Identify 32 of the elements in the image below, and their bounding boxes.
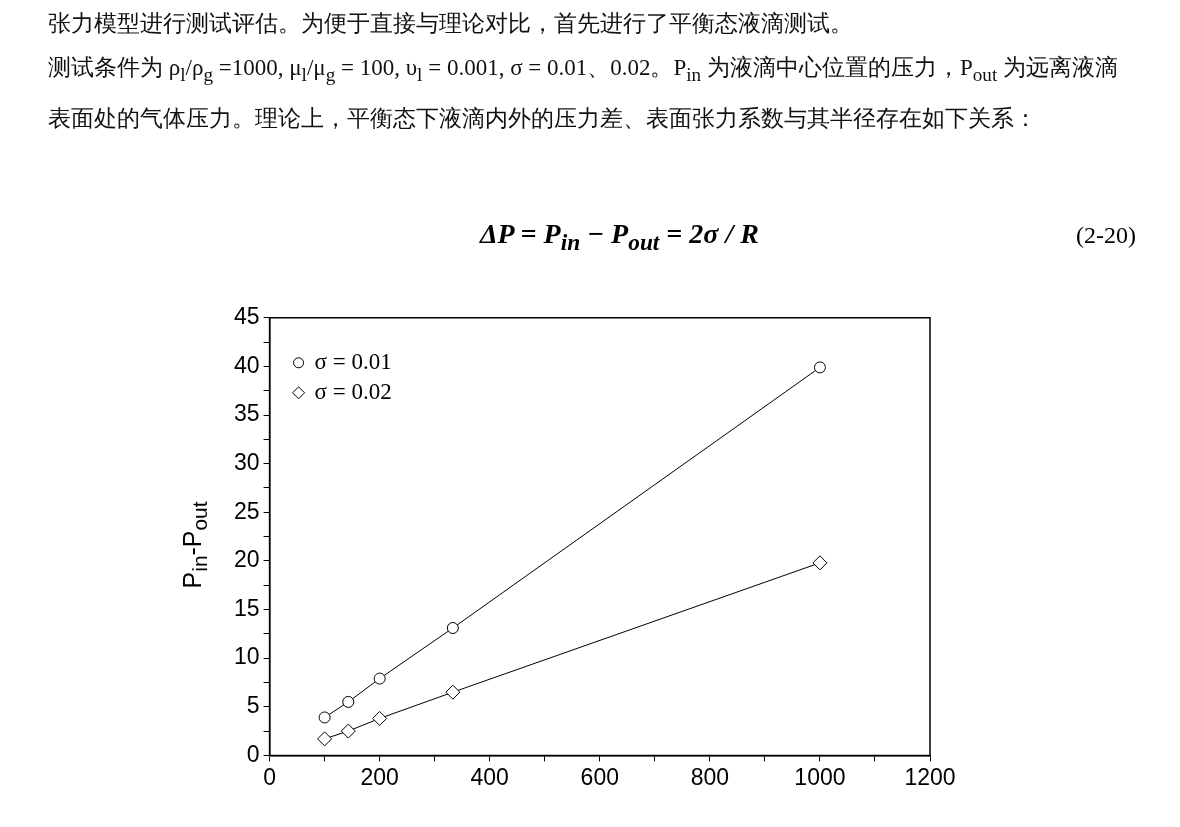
text: (2-20) [1076,222,1136,249]
legend-label: σ = 0.01 [314,348,392,374]
point [317,731,333,747]
point [446,622,459,635]
y-tick-label: 25 [233,497,260,524]
point [342,695,355,708]
text: 测试条件为 ρ$_{l}$/ρ$_{g}$ =1000, μ$_{l}$/μ$_{g}$ = 100, υ$_{l}$ = 0.001, σ = 0.01、0.02。P$_{in}$ 为液滴中心位置的压力，P$_{out}$ 为远离液滴表面处的气体压力。理论上，平衡态下液滴内外的压力差、表面张力系数与其半径存在如下关系： [48,55,1118,131]
x-tick-label: 1000 [794,763,846,790]
y-tick-label: 40 [233,351,260,378]
y-tick-label: 35 [233,400,260,427]
point [373,672,386,685]
text: ΔP = P$_{in}$ − P$_{out}$ = 2σ / R [480,218,759,256]
y-tick-label: 10 [233,643,260,670]
y-tick-label: 20 [233,546,260,573]
point [318,711,331,724]
point [340,723,356,739]
x-tick-label: 800 [690,763,730,790]
legend-label: σ = 0.02 [314,378,392,404]
y-tick-label: 15 [233,594,260,621]
x-tick-label: 600 [580,763,619,790]
point [372,710,388,726]
y-tick-label: 5 [246,692,260,719]
text: 张力模型进行测试评估。为便于直接与理论对比，首先进行了平衡态液滴测试。 [48,10,854,38]
x-tick-label: 1200 [904,763,956,790]
point [813,361,826,374]
x-tick-label: 400 [470,763,509,790]
y-tick-label: 30 [233,449,260,476]
point [812,555,828,571]
point [445,684,461,700]
y-tick-label: 0 [246,740,260,767]
y-tick-label: 45 [233,303,260,330]
x-tick-label: 200 [360,763,399,790]
